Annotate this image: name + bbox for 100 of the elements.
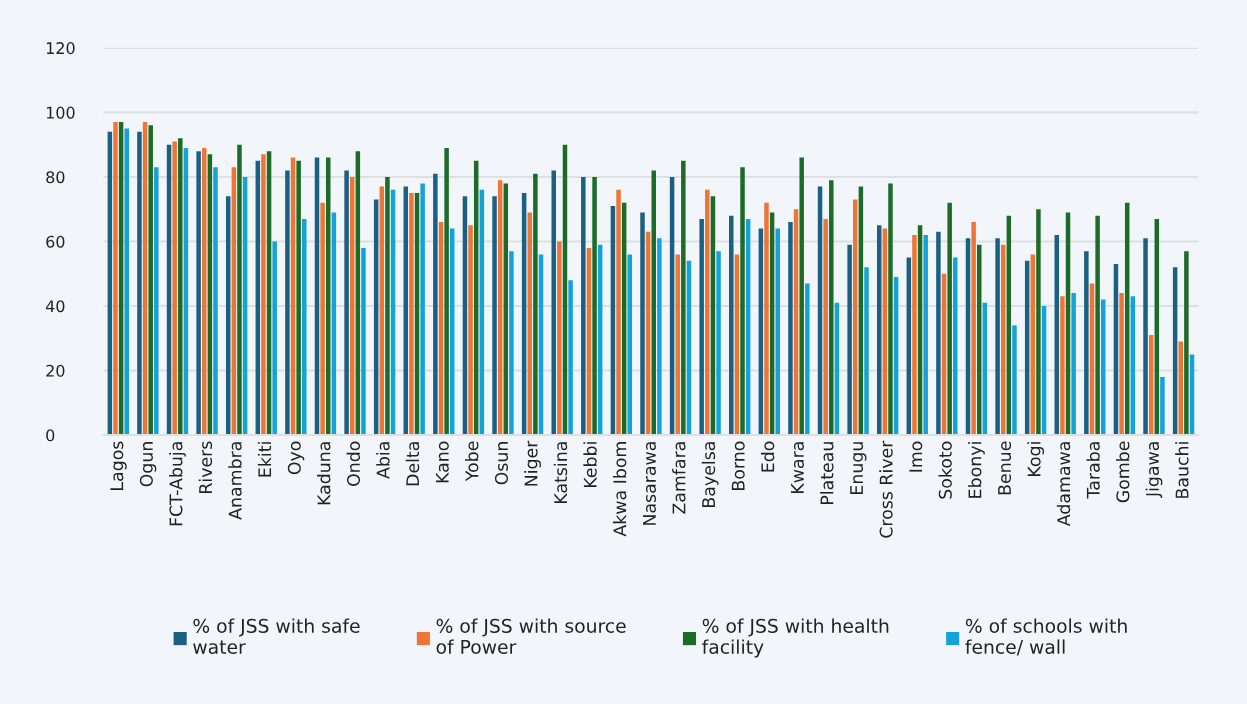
bar [261,154,266,436]
bar [947,202,952,436]
bar [320,202,325,436]
bar [847,244,852,436]
y-tick-label: 60 [46,235,65,248]
bar [675,254,680,436]
bar [296,160,301,436]
bar [568,280,573,436]
bar [716,251,721,436]
bar [651,170,656,436]
x-tick-label: Kaduna [317,442,331,505]
y-tick-label: 80 [46,171,65,184]
bar [178,138,183,436]
bar [468,225,473,436]
bar [361,247,366,436]
bar [302,218,307,436]
bar [805,283,810,436]
bar [1143,238,1148,436]
bar [444,147,449,436]
x-tick-label: Imo [909,441,923,472]
bar [148,125,153,436]
bar [829,180,834,436]
bar [124,128,129,436]
bar [1060,296,1065,436]
bar [557,241,562,436]
x-tick-label: Nasarawa [643,442,656,525]
x-tick-label: Kebbi [583,442,597,487]
x-tick-label: Kano [435,441,449,483]
x-tick-label: Bayelsa [701,442,719,507]
x-tick-label: Ogun [139,442,157,487]
legend-label: % of JSS with source of Power [436,618,626,654]
y-tick-label: 0 [46,429,55,442]
bar [433,173,438,436]
legend-label: % of schools with fence/ wall [965,618,1127,656]
bar [196,151,201,436]
bar [1071,293,1076,436]
bar [492,196,497,436]
bar [864,267,869,436]
bar [581,176,586,436]
bar [385,176,390,436]
x-tick-label: Ondo [346,441,361,486]
y-tick-label: 40 [45,300,65,313]
bar [912,235,917,436]
x-tick-label: Kwara [791,442,804,493]
y-tick-label: 100 [46,106,75,119]
bar [923,235,928,436]
x-tick-label: Ebonyi [968,442,985,498]
bar [657,238,662,436]
x-tick-label: Yobe [464,441,479,482]
x-tick-label: Plateau [820,442,834,504]
x-tick-label: Jigawa [1145,442,1163,498]
bar [936,231,941,436]
x-tick-label: Abia [376,442,390,479]
bar [213,167,218,436]
bar [681,160,686,436]
bar [202,147,207,436]
y-tick-label: 20 [46,364,65,377]
bar [971,222,976,436]
bar [740,167,745,436]
bar [616,189,621,436]
legend-label: % of JSS with health facility [702,618,889,658]
bar [640,212,645,436]
bar [344,170,349,436]
x-tick-label: Akwa Ibom [612,442,627,537]
bar [1095,215,1100,436]
x-tick-label: Taraba [1086,442,1100,499]
x-tick-label: Rivers [198,441,213,493]
bar [799,157,804,436]
x-tick-label: Delta [405,442,420,486]
x-tick-label: Kogi [1027,442,1045,476]
x-tick-label: Borno [731,441,745,490]
bar [509,251,514,436]
bar [823,218,828,436]
bar [137,131,142,436]
bar [995,238,1000,436]
x-tick-label: Ekiti [257,442,272,477]
bar [237,144,242,436]
x-tick-label: Adamawa [1056,442,1071,527]
x-tick-label: Lagos [110,441,127,490]
x-tick-label: Edo [760,441,775,472]
bar [533,173,538,436]
bar [113,122,118,436]
x-tick-label: Bauchi [1175,442,1189,498]
x-tick-label: FCT-Abuja [169,442,186,526]
bar [764,202,769,436]
x-tick-label: Sokoto [938,441,952,499]
x-tick-label: Benue [998,441,1012,495]
bar [705,189,710,436]
bar [1084,251,1089,436]
bar [285,170,290,436]
x-tick-label: Cross River [879,440,893,538]
bar [1119,293,1124,436]
x-tick-label: Osun [494,442,509,485]
bar [1160,376,1165,436]
x-tick-label: Oyo [287,441,305,475]
y-tick-label: 120 [46,42,75,55]
bar [775,228,780,436]
bar [592,176,597,436]
bar [729,215,734,436]
bar [953,257,958,436]
